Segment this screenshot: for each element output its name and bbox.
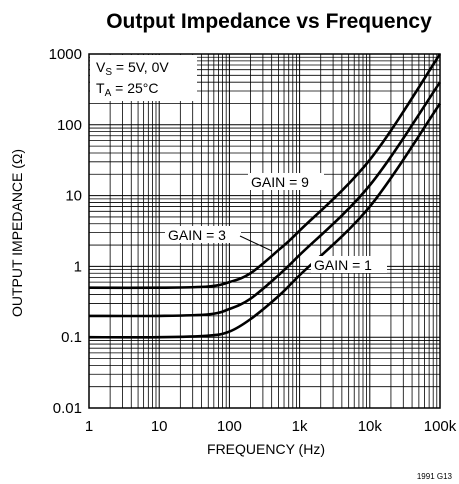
conditions-box [90, 55, 197, 101]
gain3-pointer [239, 235, 273, 252]
axes: 1 10 100 1k 10k 100k 0.01 0.1 1 10 100 1000 [49, 46, 457, 435]
series-lines [88, 53, 442, 339]
gain3-label: GAIN = 3 [168, 227, 226, 243]
gain9-label: GAIN = 9 [251, 174, 309, 190]
x-tick-label: 10 [151, 418, 168, 435]
gain1-label: GAIN = 1 [314, 257, 372, 273]
gain3-label-bg [165, 226, 241, 243]
series-line-3 [88, 102, 442, 339]
y-tick-label: 100 [57, 117, 82, 134]
plot-frame [88, 53, 441, 409]
gain9-label-bg [248, 173, 324, 190]
supply-condition: VS = 5V, 0V [96, 59, 169, 78]
y-tick-label: 1 [74, 258, 82, 275]
temperature-condition: TA = 25°C [96, 80, 158, 99]
x-tick-label: 100k [424, 418, 457, 435]
series-line-1 [88, 53, 442, 290]
x-axis-label: FREQUENCY (Hz) [207, 441, 325, 457]
series-line-2 [88, 81, 442, 318]
gain1-label-bg [311, 256, 387, 273]
y-tick-label: 0.01 [53, 400, 82, 417]
figure-id: 1991 G13 [417, 472, 453, 481]
y-tick-label: 0.1 [61, 329, 82, 346]
x-tick-label: 1 [85, 418, 93, 435]
y-axis-label: OUTPUT IMPEDANCE (Ω) [9, 149, 25, 317]
x-tick-label: 10k [358, 418, 383, 435]
x-tick-label: 1k [292, 418, 308, 435]
chart-title: Output Impedance vs Frequency [106, 10, 432, 33]
grid [88, 54, 440, 409]
x-tick-label: 100 [217, 418, 242, 435]
y-tick-label: 1000 [49, 46, 82, 63]
y-tick-label: 10 [65, 188, 82, 205]
